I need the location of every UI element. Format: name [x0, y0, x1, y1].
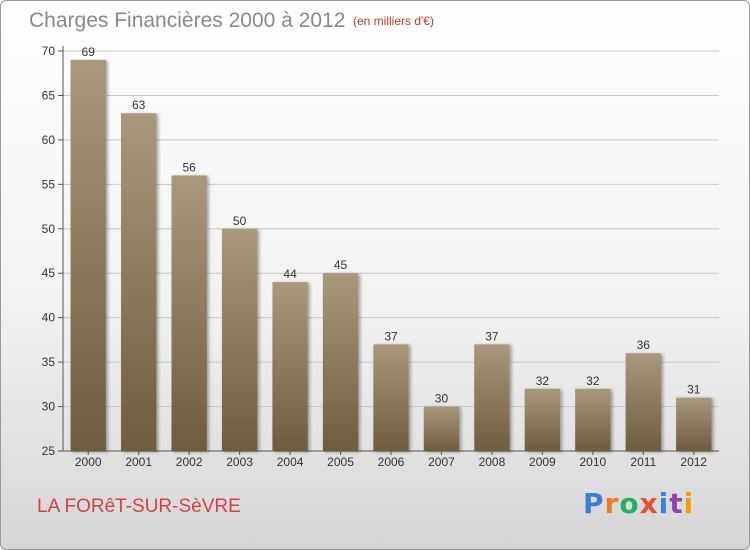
x-tick-label-2006: 2006	[378, 455, 405, 469]
chart-title: Charges Financières 2000 à 2012	[29, 9, 346, 32]
bar-2011	[625, 353, 661, 451]
value-label-2010: 32	[586, 374, 600, 388]
x-tick-label-2012: 2012	[680, 455, 707, 469]
bar-2008	[474, 344, 510, 451]
y-tick-label-40: 40	[42, 311, 56, 325]
bar-2005	[322, 273, 359, 451]
chart-subtitle: (en milliers d'€)	[353, 14, 434, 28]
value-label-2003: 50	[233, 214, 247, 228]
value-label-2012: 31	[687, 383, 701, 397]
x-tick-label-2005: 2005	[327, 455, 354, 469]
y-tick-label-55: 55	[42, 177, 56, 191]
x-tick-label-2007: 2007	[428, 455, 455, 469]
value-label-2009: 32	[536, 374, 550, 388]
value-label-2008: 37	[485, 329, 499, 343]
bar-2006	[373, 344, 409, 451]
y-tick-label-50: 50	[42, 222, 56, 236]
bar-2000	[70, 59, 106, 452]
bar-2002	[171, 175, 207, 451]
value-label-2000: 69	[82, 45, 96, 59]
x-tick-label-2011: 2011	[630, 455, 656, 469]
y-tick-label-25: 25	[42, 444, 56, 458]
x-tick-label-2009: 2009	[529, 455, 556, 469]
bar-2001	[121, 113, 157, 451]
bar-2003	[221, 228, 258, 451]
value-label-2004: 44	[283, 267, 297, 281]
value-label-2001: 63	[132, 98, 146, 112]
value-label-2005: 45	[334, 258, 348, 272]
value-label-2002: 56	[182, 160, 196, 174]
bar-2009	[524, 388, 561, 451]
value-label-2007: 30	[435, 392, 449, 406]
y-tick-label-35: 35	[42, 355, 56, 369]
value-label-2006: 37	[384, 329, 398, 343]
y-tick-label-65: 65	[42, 88, 56, 102]
x-tick-label-2001: 2001	[125, 455, 152, 469]
x-tick-label-2004: 2004	[277, 455, 304, 469]
y-tick-label-60: 60	[42, 133, 56, 147]
y-tick-label-30: 30	[42, 400, 56, 414]
y-tick-label-45: 45	[42, 266, 56, 280]
y-tick-label-70: 70	[42, 44, 56, 58]
bar-2010	[575, 388, 611, 451]
value-label-2011: 36	[637, 338, 651, 352]
x-tick-label-2003: 2003	[226, 455, 253, 469]
x-tick-label-2010: 2010	[579, 455, 606, 469]
x-tick-label-2008: 2008	[479, 455, 506, 469]
bar-2007	[423, 406, 460, 451]
x-tick-label-2002: 2002	[176, 455, 203, 469]
x-tick-label-2000: 2000	[75, 455, 102, 469]
proxiti-logo: Proxiti	[583, 487, 695, 520]
bar-2004	[272, 282, 308, 451]
commune-name: LA FORêT-SUR-SèVRE	[37, 496, 241, 517]
bar-2012	[676, 397, 712, 451]
